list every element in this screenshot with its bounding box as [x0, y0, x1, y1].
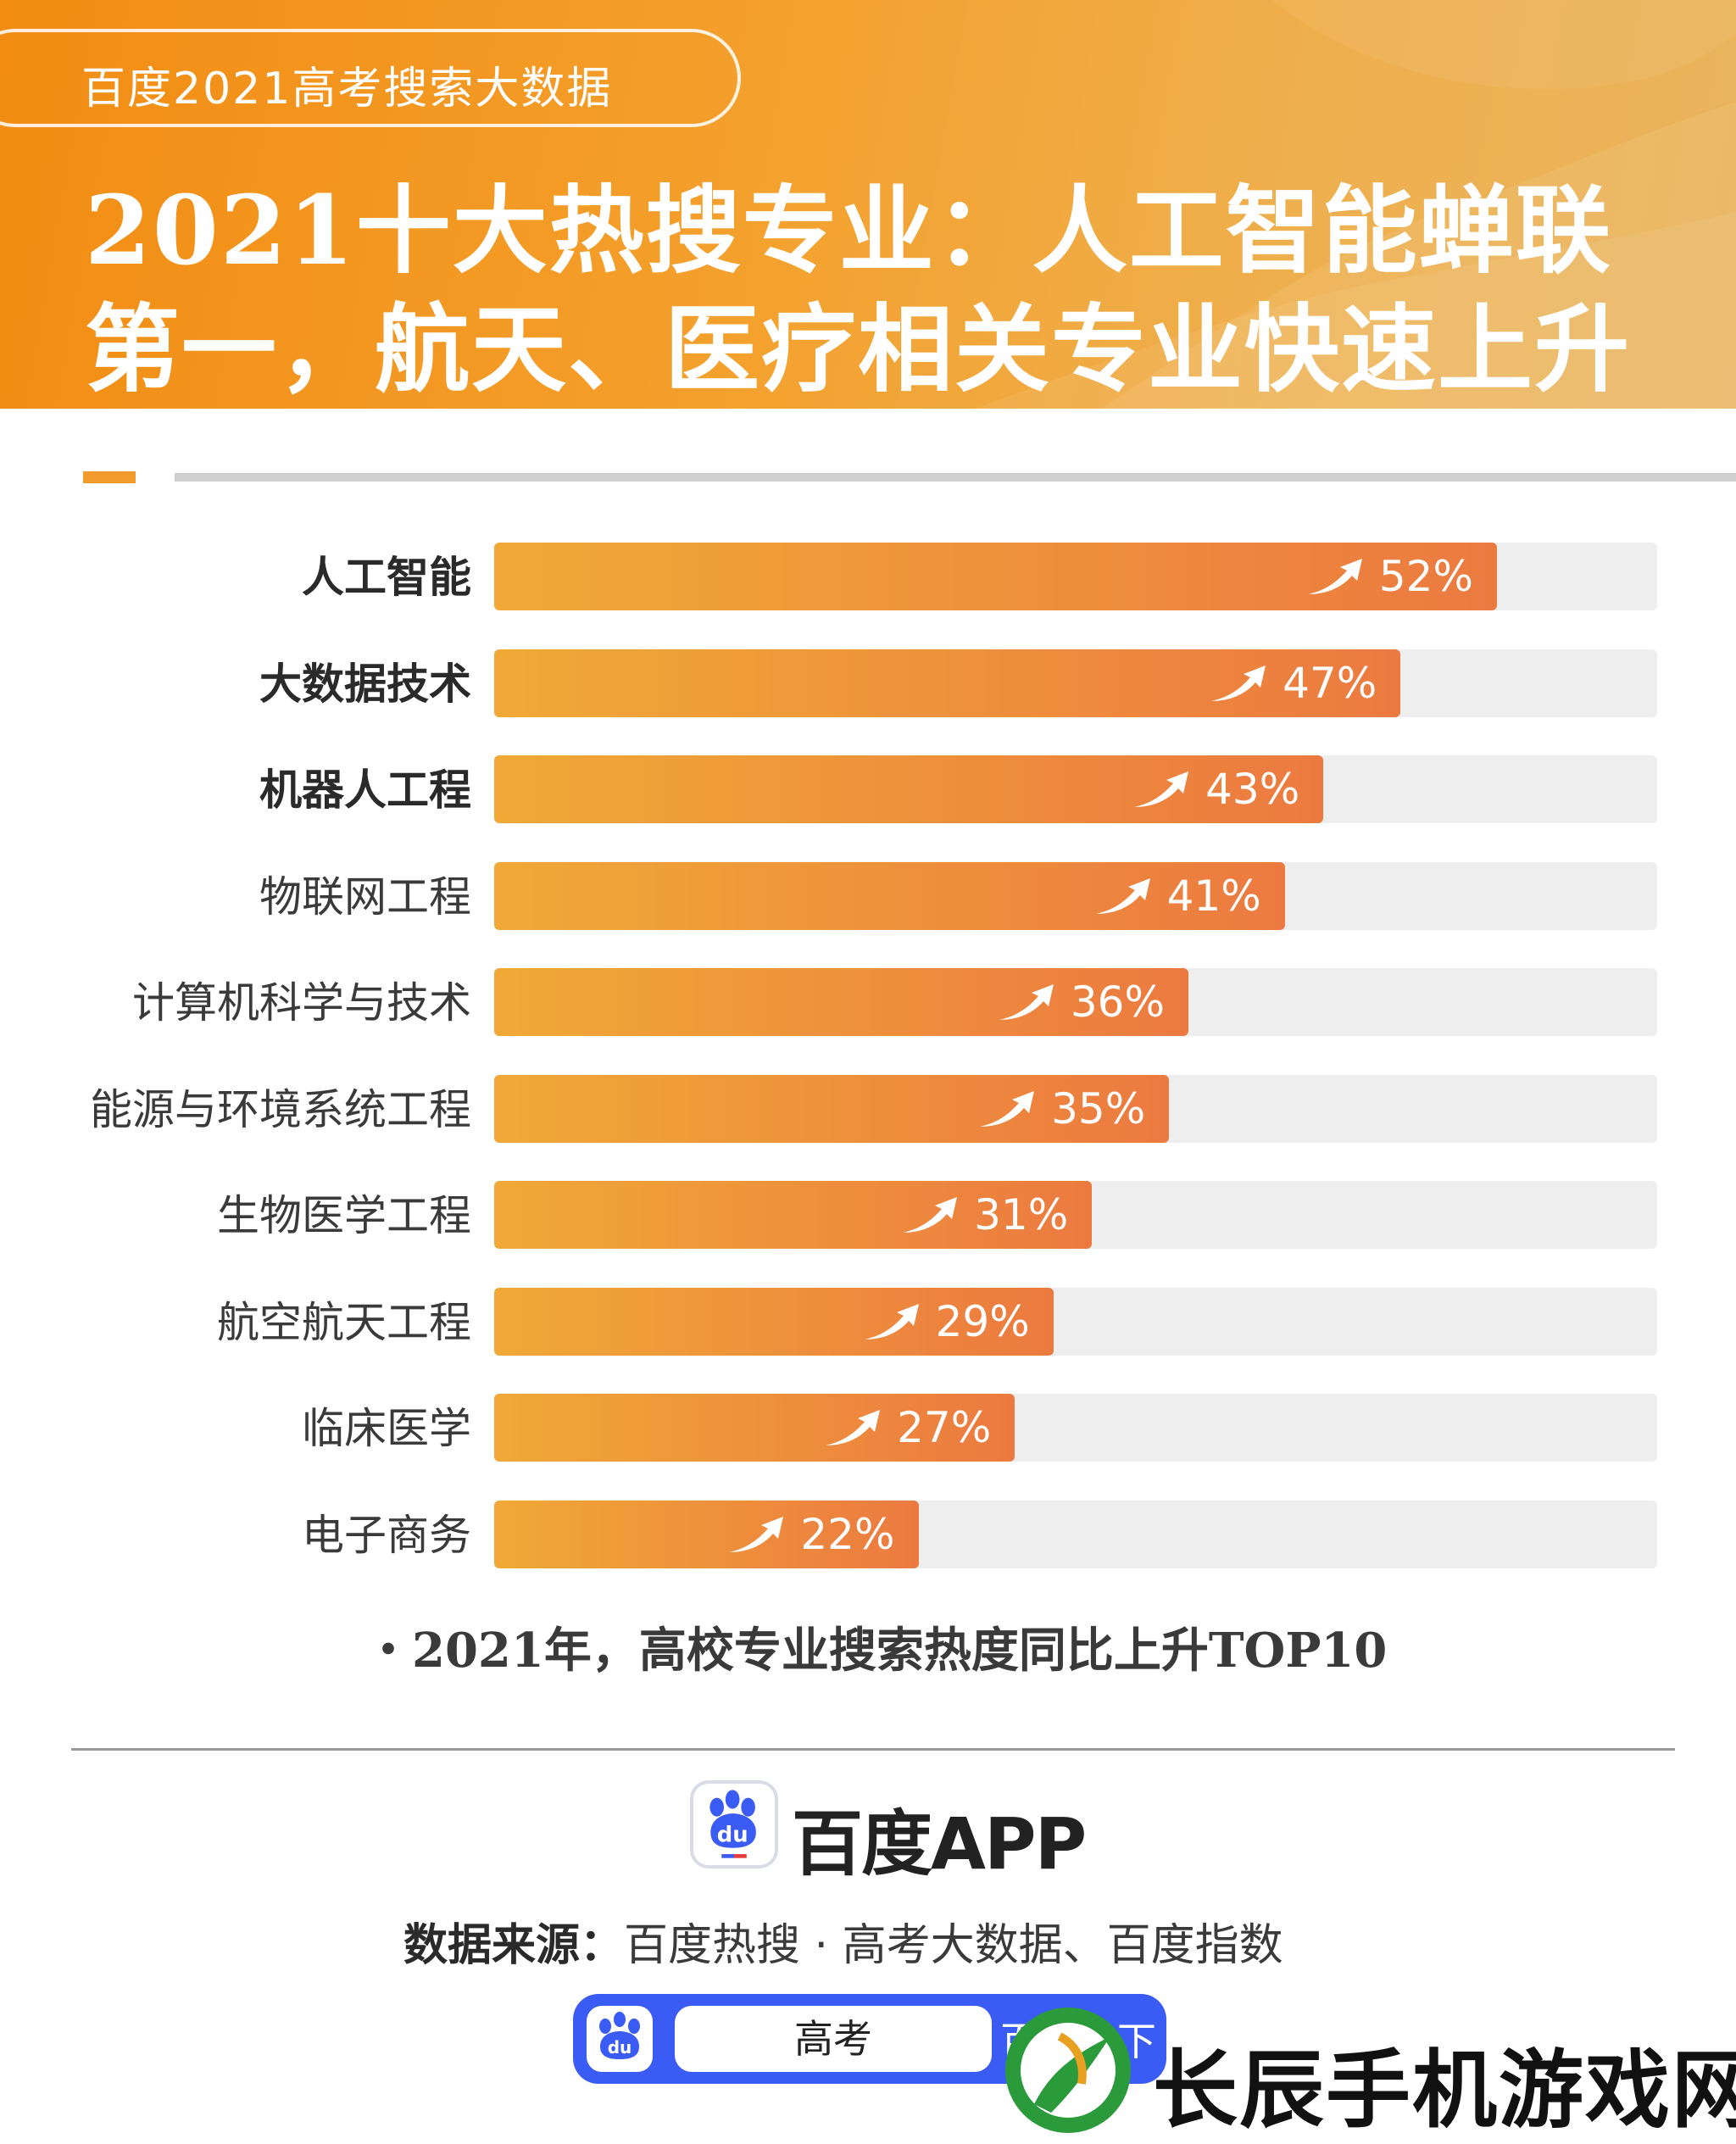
bar-category-label: 临床医学: [302, 1404, 471, 1453]
chart-caption: ・2021年，高校专业搜索热度同比上升TOP10: [364, 1623, 1388, 1679]
bar-category-label: 能源与环境系统工程: [90, 1084, 471, 1134]
trend-up-arrow-icon: [729, 1516, 784, 1552]
bar: [494, 1074, 1170, 1143]
bar-value-label: 41%: [1094, 869, 1261, 923]
bar-value-text: 22%: [800, 1509, 895, 1559]
bar-row: 生物医学工程 31%: [0, 1181, 1736, 1250]
bar-category-label: 生物医学工程: [217, 1191, 471, 1240]
bar-value-text: 27%: [897, 1403, 992, 1452]
bar-value-text: 47%: [1283, 658, 1377, 708]
trend-up-arrow-icon: [1134, 771, 1189, 807]
bar-value-text: 52%: [1378, 552, 1473, 601]
bar-row: 电子商务 22%: [0, 1500, 1736, 1570]
trend-up-arrow-icon: [999, 984, 1054, 1020]
trend-up-arrow-icon: [826, 1410, 881, 1445]
bar-value-text: 43%: [1205, 765, 1300, 814]
trend-up-arrow-icon: [864, 1303, 919, 1339]
bar-value-text: 35%: [1051, 1083, 1146, 1133]
bar-row: 人工智能 52%: [0, 543, 1736, 612]
footer-divider: [71, 1748, 1675, 1751]
bar-value-label: 36%: [998, 975, 1165, 1029]
bar-row: 能源与环境系统工程 35%: [0, 1074, 1736, 1144]
bar-row: 临床医学 27%: [0, 1394, 1736, 1463]
bar-value-label: 31%: [901, 1188, 1068, 1242]
bar-value-label: 22%: [727, 1507, 895, 1562]
bar-category-label: 人工智能: [302, 553, 471, 602]
bar: [494, 968, 1188, 1036]
bar-row: 机器人工程 43%: [0, 755, 1736, 825]
bar: [494, 861, 1285, 930]
trend-up-arrow-icon: [980, 1090, 1035, 1127]
bar-row: 计算机科学与技术 36%: [0, 968, 1736, 1038]
accent-dash: [83, 471, 136, 483]
bar-value-label: 47%: [1210, 656, 1377, 710]
bar: [494, 543, 1497, 610]
header-banner: 百度2021高考搜索大数据 2021十大热搜专业：人工智能蝉联 第一，航天、医疗…: [0, 0, 1736, 409]
trend-up-arrow-icon: [1307, 559, 1362, 594]
bar: [494, 1500, 919, 1568]
bar-category-label: 机器人工程: [259, 766, 471, 815]
svg-text:du: du: [717, 1822, 748, 1847]
bar-track: 52%: [494, 543, 1657, 610]
bar-value-text: 36%: [1070, 977, 1165, 1027]
headline-line-2: 第一，航天、医疗相关专业快速上升: [85, 294, 1631, 405]
bar-track: 35%: [494, 1074, 1657, 1143]
bar-track: 27%: [494, 1394, 1657, 1462]
trend-up-arrow-icon: [1211, 665, 1266, 701]
bar-track: 29%: [494, 1287, 1657, 1356]
bar: [494, 1394, 1015, 1462]
bar-value-label: 35%: [978, 1082, 1145, 1136]
header-tag: 百度2021高考搜索大数据: [81, 64, 613, 114]
bar-track: 43%: [494, 755, 1657, 823]
bar-track: 36%: [494, 968, 1657, 1036]
bar-category-label: 大数据技术: [259, 659, 471, 709]
search-input[interactable]: [675, 2006, 992, 2072]
bar: [494, 1287, 1054, 1356]
baidu-paw-icon: du: [709, 1790, 756, 1858]
bar-track: 31%: [494, 1181, 1657, 1249]
data-source-text: 百度热搜 · 高考大数据、百度指数: [624, 1920, 1283, 1971]
bar: [494, 755, 1324, 823]
bar-category-label: 物联网工程: [259, 872, 471, 922]
bar-value-text: 31%: [974, 1190, 1069, 1239]
svg-text:du: du: [608, 2037, 632, 2058]
baidu-app-logo-text: 百度APP: [792, 1802, 1087, 1885]
bar-category-label: 电子商务: [302, 1510, 471, 1560]
bar-track: 41%: [494, 861, 1657, 930]
trend-up-arrow-icon: [903, 1197, 958, 1233]
watermark-logo-icon: [1005, 2008, 1131, 2133]
bar-value-text: 29%: [935, 1296, 1030, 1346]
bar-value-label: 43%: [1132, 762, 1299, 816]
data-source: 数据来源：百度热搜 · 高考大数据、百度指数: [403, 1909, 1283, 1973]
watermark-text: 长辰手机游戏网: [1153, 2040, 1736, 2140]
bar-value-label: 27%: [824, 1401, 991, 1455]
bar-row: 大数据技术 47%: [0, 649, 1736, 719]
bar-track: 47%: [494, 649, 1657, 717]
bar-category-label: 航空航天工程: [217, 1297, 471, 1347]
banner-wave-decoration: [975, 0, 1736, 409]
bar-chart: 人工智能 52% 大数据技术 47% 机器人工程 43% 物联网工程 41% 计算机科学与技术 3…: [0, 543, 1736, 1577]
data-source-label: 数据来源：: [403, 1920, 625, 1971]
bar-value-label: 52%: [1306, 549, 1473, 604]
headline-line-1: 2021十大热搜专业：人工智能蝉联: [85, 175, 1612, 287]
bar-value-text: 41%: [1166, 871, 1261, 921]
bar-row: 物联网工程 41%: [0, 861, 1736, 932]
bar-row: 航空航天工程 29%: [0, 1287, 1736, 1357]
search-baidu-paw-icon: du: [587, 2006, 653, 2072]
bar: [494, 1181, 1093, 1249]
bar-track: 22%: [494, 1500, 1657, 1568]
bar-category-label: 计算机科学与技术: [132, 978, 471, 1027]
bar-value-label: 29%: [863, 1295, 1030, 1349]
baidu-logo: du: [690, 1780, 778, 1868]
header-tag-outline: [0, 29, 741, 127]
section-divider: [175, 473, 1736, 482]
trend-up-arrow-icon: [1095, 877, 1150, 914]
